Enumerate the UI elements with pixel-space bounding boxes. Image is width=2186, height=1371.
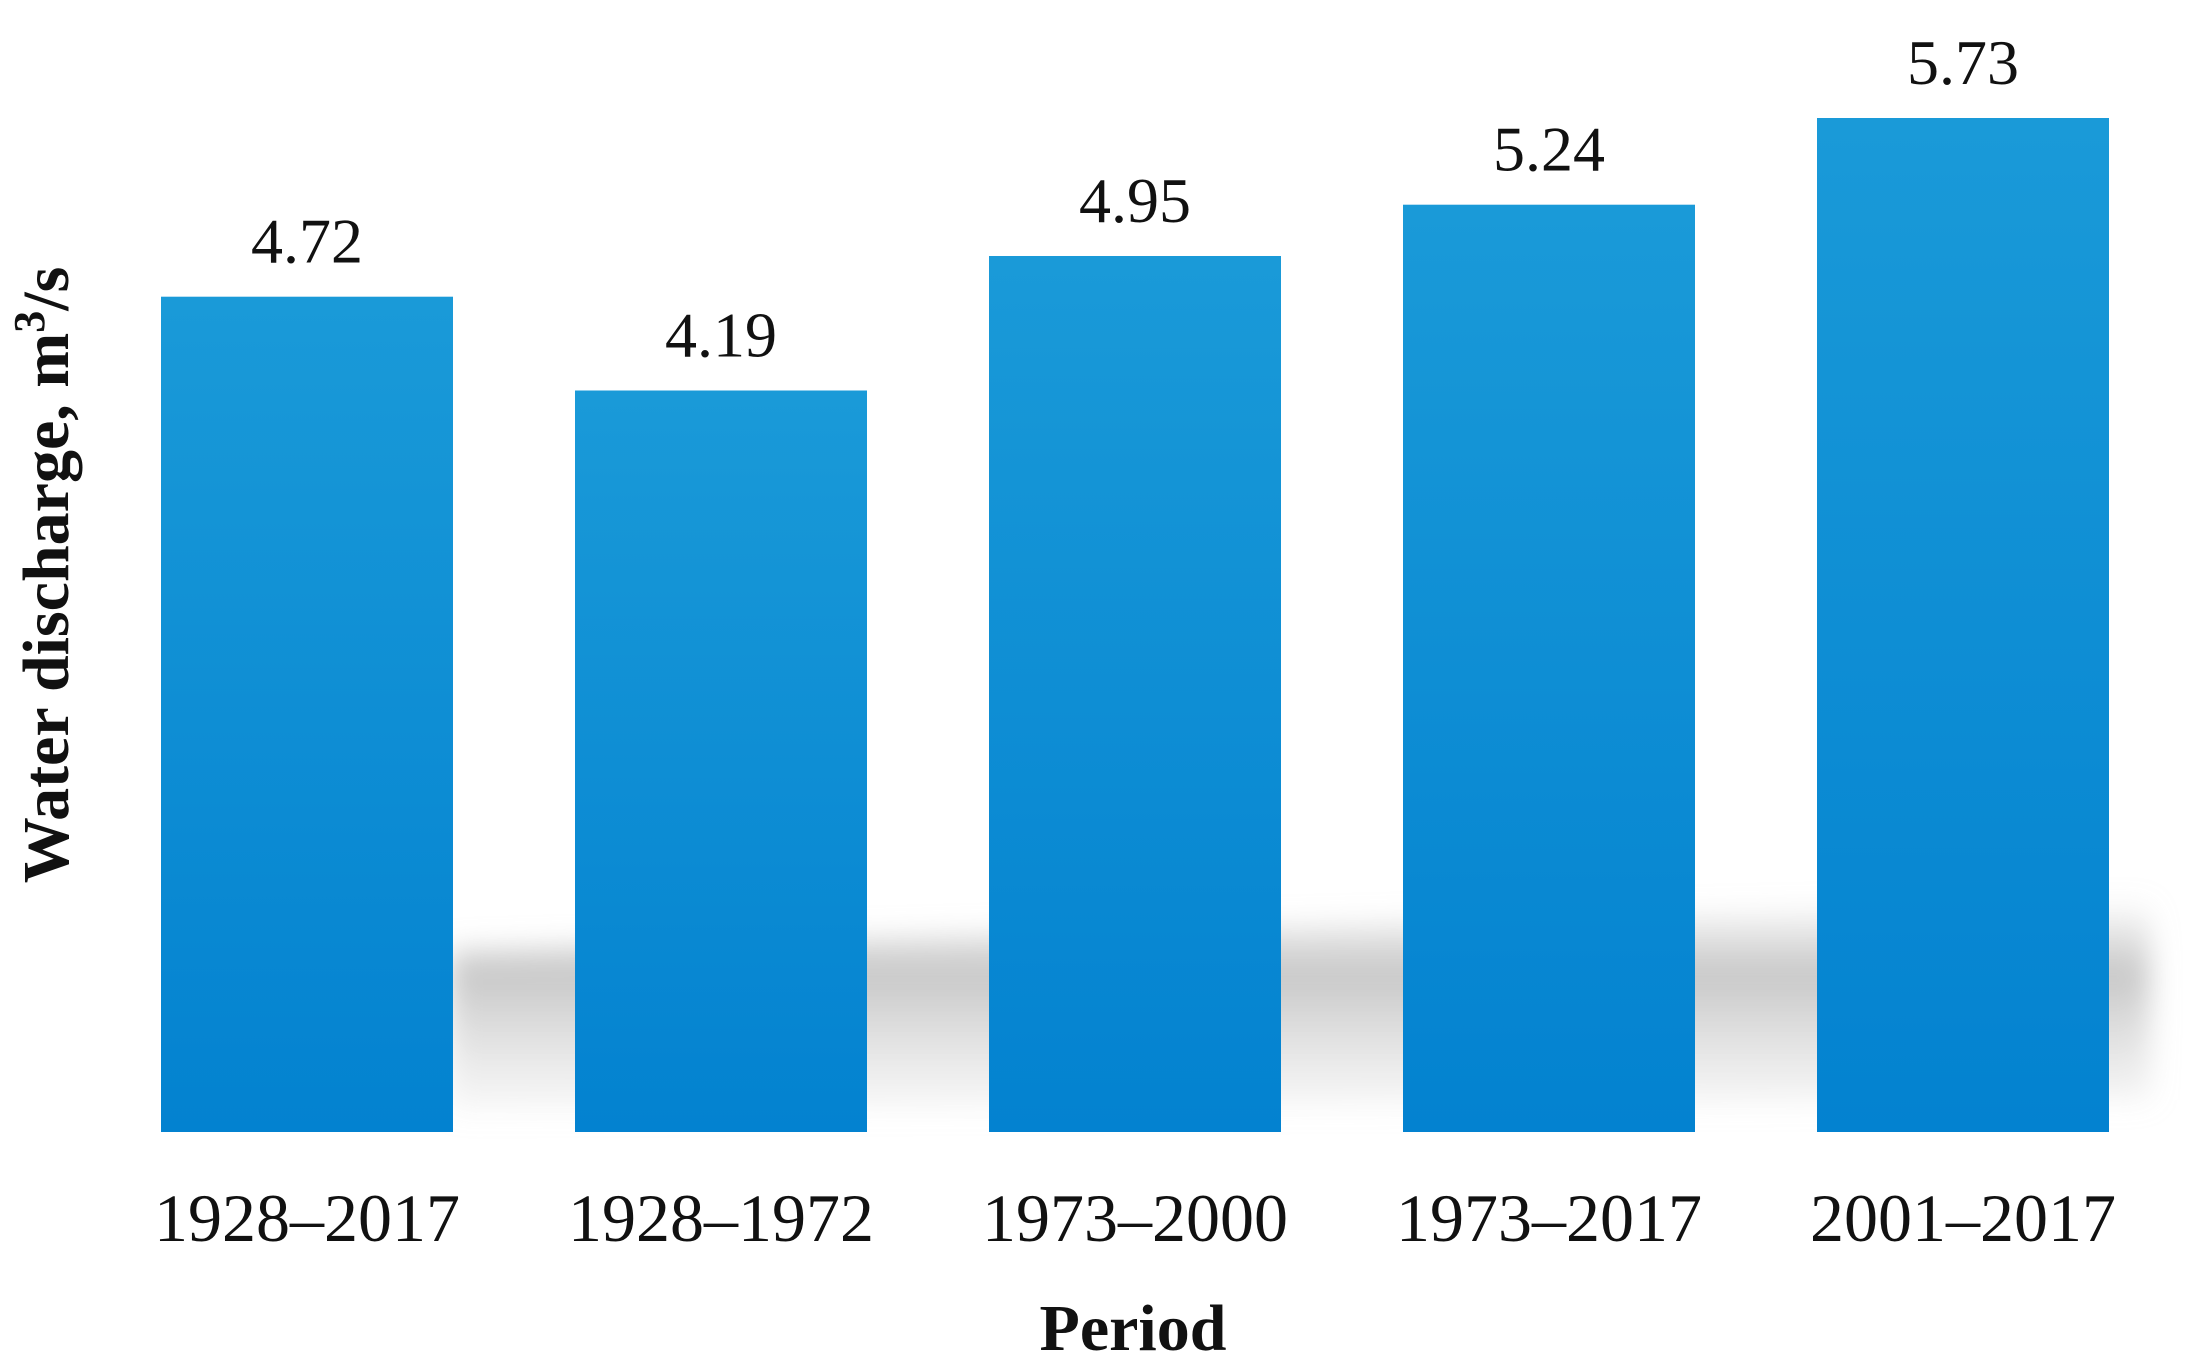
data-labels-group: 4.72 4.19 4.95 5.24 5.73 (251, 27, 2019, 371)
data-label-1: 4.72 (251, 206, 363, 277)
data-label-5: 5.73 (1907, 27, 2019, 98)
y-axis-title: Water discharge, m3/s (5, 267, 84, 884)
bar-5 (1817, 118, 2109, 1132)
bar-1 (161, 296, 453, 1132)
x-tick-label-4: 1973–2017 (1396, 1180, 1702, 1256)
plot-floor-shadow (450, 900, 2150, 1110)
y-axis-title-superscript: 3 (5, 311, 54, 333)
x-tick-label-3: 1973–2000 (982, 1180, 1288, 1256)
x-axis-title: Period (1040, 1292, 1227, 1365)
bars-group (161, 118, 2109, 1132)
x-tick-label-2: 1928–1972 (568, 1180, 874, 1256)
data-label-4: 5.24 (1493, 114, 1605, 185)
data-label-2: 4.19 (665, 300, 777, 371)
bar-3 (989, 256, 1281, 1132)
y-axis-title-main: Water discharge, m (10, 333, 83, 884)
data-label-3: 4.95 (1079, 165, 1191, 236)
bar-4 (1403, 204, 1695, 1132)
x-tick-label-1: 1928–2017 (154, 1180, 460, 1256)
y-axis-title-suffix: /s (10, 267, 83, 312)
x-tick-label-5: 2001–2017 (1810, 1180, 2116, 1256)
x-tick-labels-group: 1928–2017 1928–1972 1973–2000 1973–2017 2001… (154, 1180, 2116, 1256)
bar-2 (575, 390, 867, 1132)
